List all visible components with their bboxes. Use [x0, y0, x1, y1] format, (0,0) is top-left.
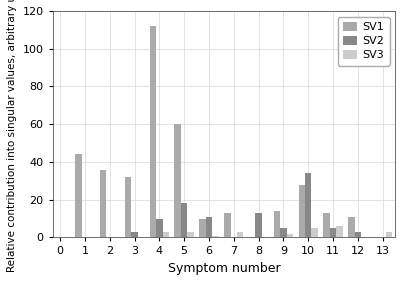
Bar	[354, 232, 360, 237]
Bar	[149, 26, 156, 237]
Bar	[329, 228, 335, 237]
Bar	[199, 219, 205, 237]
Bar	[75, 155, 81, 237]
Bar	[237, 232, 243, 237]
Bar	[255, 213, 261, 237]
Y-axis label: Relative contribution into singular values, arbitrary units: Relative contribution into singular valu…	[7, 0, 17, 272]
Bar	[180, 204, 187, 237]
Bar	[304, 173, 311, 237]
Bar	[156, 219, 162, 237]
Bar	[298, 185, 304, 237]
Bar	[162, 232, 168, 237]
Bar	[100, 169, 106, 237]
Bar	[286, 234, 292, 237]
Bar	[174, 124, 180, 237]
Bar	[131, 232, 138, 237]
Bar	[273, 211, 279, 237]
Bar	[187, 232, 193, 237]
Bar	[347, 217, 354, 237]
Bar	[322, 213, 329, 237]
Bar	[335, 226, 342, 237]
Bar	[125, 177, 131, 237]
Bar	[223, 213, 230, 237]
Legend: SV1, SV2, SV3: SV1, SV2, SV3	[337, 17, 389, 66]
Bar	[311, 228, 317, 237]
X-axis label: Symptom number: Symptom number	[167, 262, 279, 275]
Bar	[205, 217, 212, 237]
Bar	[212, 235, 218, 237]
Bar	[279, 228, 286, 237]
Bar	[385, 232, 391, 237]
